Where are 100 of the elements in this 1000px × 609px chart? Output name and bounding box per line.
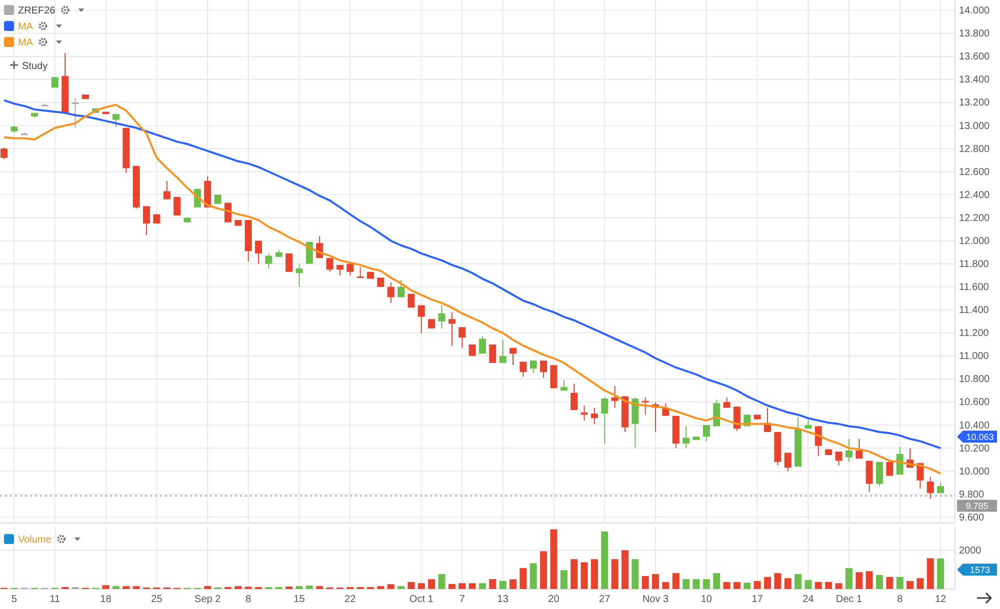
bar bbox=[550, 529, 558, 589]
bar bbox=[702, 579, 710, 589]
candlestick bbox=[835, 451, 842, 466]
x-tick-label: 8 bbox=[897, 594, 904, 606]
bar bbox=[621, 550, 628, 589]
y-tick-label: 11.000 bbox=[959, 351, 990, 362]
y-tick-label: 10.000 bbox=[959, 466, 990, 478]
candlestick bbox=[530, 360, 537, 374]
y-tick-label: 11.800 bbox=[959, 259, 990, 270]
text: 1573 bbox=[970, 565, 990, 576]
candlestick bbox=[550, 364, 558, 389]
bar bbox=[530, 563, 537, 589]
bar bbox=[672, 573, 680, 589]
candlestick bbox=[702, 424, 710, 442]
candlestick bbox=[590, 407, 598, 424]
bar bbox=[814, 582, 822, 589]
candlestick bbox=[499, 339, 506, 364]
candlestick bbox=[601, 396, 608, 444]
legend-label: MA bbox=[18, 38, 34, 48]
y-tick-label: 13.800 bbox=[959, 28, 990, 40]
bar bbox=[937, 558, 944, 589]
ref-line-label: 9.785 bbox=[966, 501, 988, 512]
candlestick bbox=[642, 396, 649, 416]
candlestick bbox=[814, 426, 822, 457]
bar bbox=[296, 586, 303, 589]
bar bbox=[316, 586, 324, 589]
y-tick-label: 10.200 bbox=[959, 443, 990, 454]
candlestick bbox=[510, 347, 516, 366]
candlestick bbox=[723, 396, 730, 408]
x-tick-label: Sep 2 bbox=[194, 594, 222, 606]
y-tick-label: 11.400 bbox=[959, 305, 990, 316]
candlestick bbox=[682, 426, 690, 449]
bar bbox=[428, 579, 436, 589]
bar bbox=[713, 573, 720, 589]
candlestick bbox=[0, 146, 8, 160]
bar bbox=[377, 586, 384, 589]
candlestick bbox=[346, 261, 354, 276]
bar bbox=[926, 558, 934, 589]
bar bbox=[632, 559, 639, 589]
candlestick bbox=[489, 344, 496, 364]
bar bbox=[856, 572, 863, 589]
bar bbox=[560, 570, 568, 589]
bar bbox=[580, 562, 588, 589]
candlestick bbox=[143, 206, 150, 236]
bar bbox=[784, 578, 792, 589]
candlestick bbox=[784, 452, 792, 472]
y-tick-label: 12.400 bbox=[959, 190, 990, 201]
annotation: Study bbox=[22, 61, 48, 72]
candlestick bbox=[428, 318, 436, 329]
bar bbox=[590, 559, 598, 589]
candlestick bbox=[926, 476, 934, 500]
bar bbox=[723, 582, 730, 589]
y-tick-label: 10.400 bbox=[959, 420, 990, 432]
y-tick-label: 13.400 bbox=[959, 74, 990, 86]
y-tick-label: 13.000 bbox=[959, 120, 990, 132]
y-tick-label: 11.200 bbox=[959, 328, 990, 340]
candlestick bbox=[174, 196, 181, 216]
candlestick bbox=[611, 385, 618, 408]
bar bbox=[642, 576, 649, 589]
bar bbox=[520, 568, 527, 589]
bar bbox=[774, 573, 782, 589]
bar bbox=[835, 583, 842, 589]
y-tick-label: 11.600 bbox=[959, 282, 990, 294]
bar bbox=[764, 576, 771, 589]
y-tick-label: 13.600 bbox=[959, 52, 990, 63]
candlestick bbox=[387, 282, 394, 304]
candlestick bbox=[398, 279, 405, 298]
candlestick bbox=[520, 361, 527, 378]
candlestick bbox=[265, 252, 272, 269]
bar bbox=[692, 579, 700, 589]
bar bbox=[387, 584, 394, 589]
bar bbox=[122, 586, 130, 589]
bar bbox=[896, 576, 904, 589]
x-tick-label: 27 bbox=[599, 594, 611, 606]
candlestick bbox=[214, 194, 222, 204]
x-tick-label: 7 bbox=[459, 594, 466, 606]
bar bbox=[448, 584, 456, 589]
bar bbox=[825, 582, 832, 589]
bar bbox=[204, 586, 212, 589]
bar bbox=[570, 559, 578, 589]
bar bbox=[744, 582, 751, 589]
bar bbox=[652, 574, 660, 589]
y-tick-label: 10.600 bbox=[959, 397, 990, 408]
bar bbox=[682, 579, 690, 589]
candlestick bbox=[326, 258, 334, 272]
bar bbox=[866, 571, 873, 589]
bar bbox=[601, 531, 608, 589]
candlestick bbox=[163, 180, 170, 200]
y-tick-label: 13.200 bbox=[959, 98, 990, 109]
x-tick-label: 5 bbox=[11, 594, 18, 606]
bar bbox=[398, 586, 405, 589]
candlestick bbox=[448, 312, 456, 346]
bar bbox=[306, 586, 313, 589]
bar bbox=[286, 586, 293, 589]
x-tick-label: Oct 1 bbox=[409, 594, 434, 606]
bar bbox=[611, 559, 618, 589]
bar bbox=[489, 579, 496, 589]
x-tick-label: 22 bbox=[344, 594, 356, 606]
x-tick-label: 13 bbox=[497, 594, 509, 606]
candlestick bbox=[356, 266, 364, 278]
